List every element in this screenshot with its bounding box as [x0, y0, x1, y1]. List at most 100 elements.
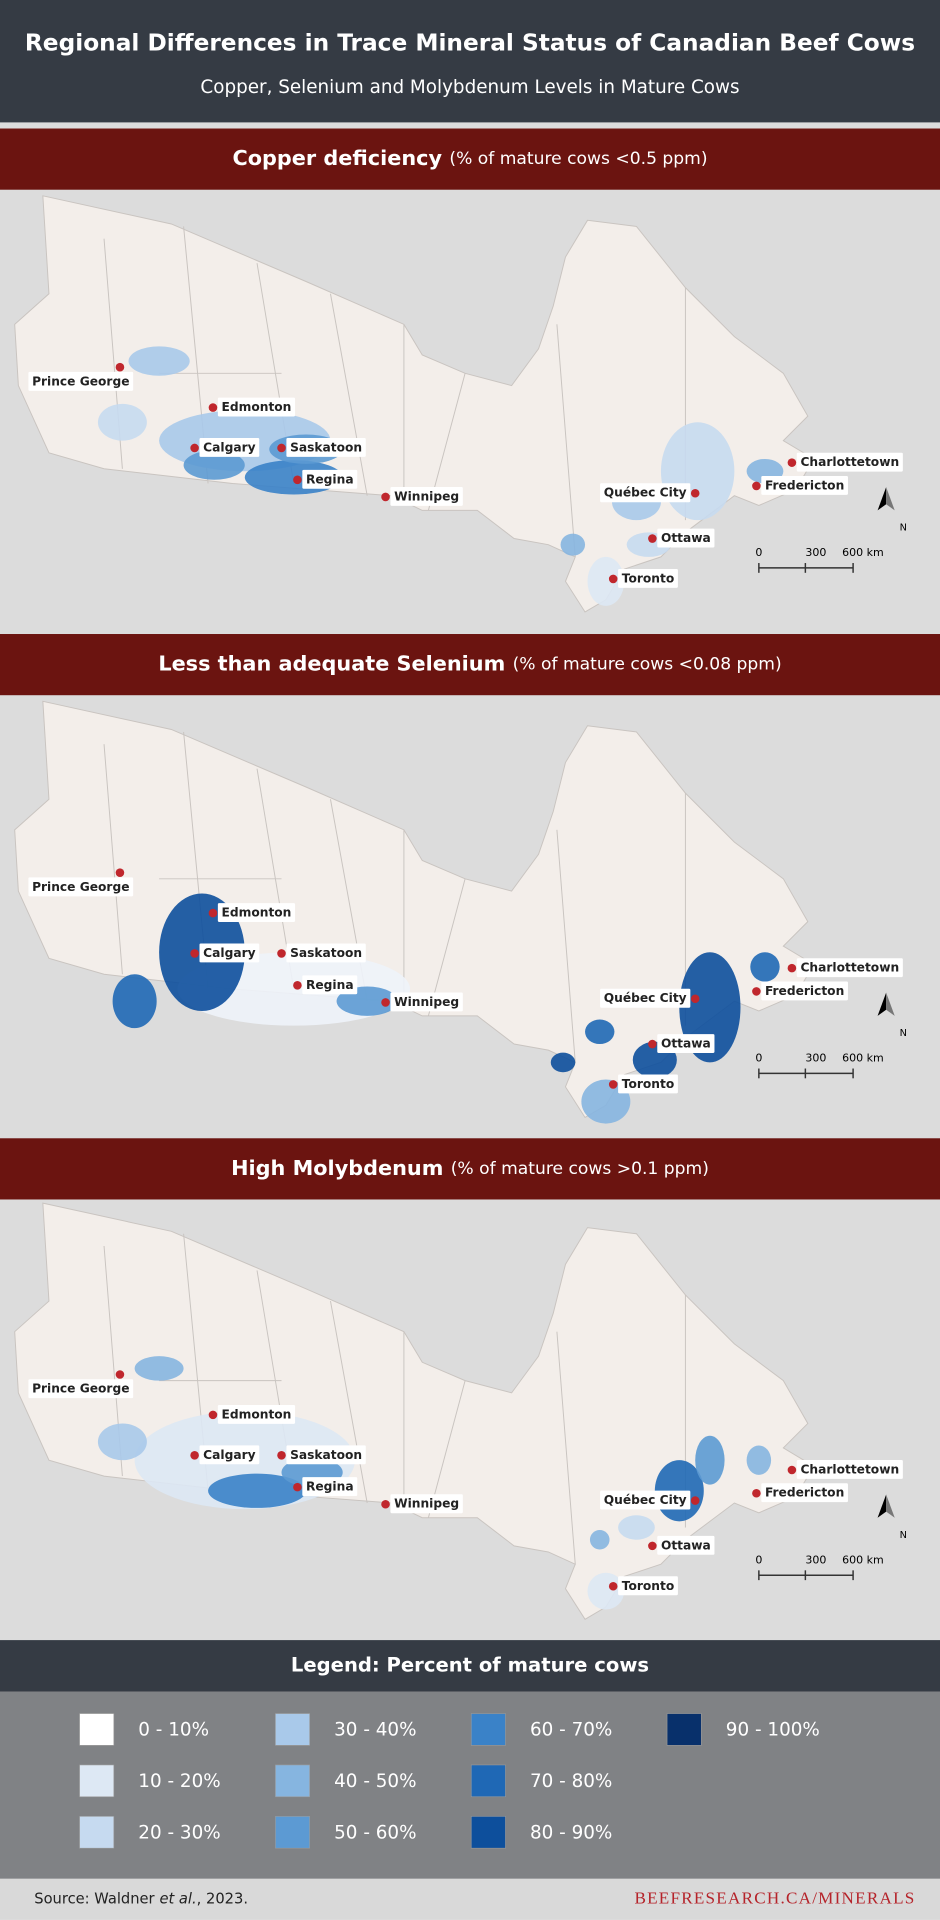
north-label: N [900, 1530, 907, 1541]
source-prefix: Source: Waldner [34, 1891, 155, 1908]
concentration-area [183, 450, 245, 480]
section-title-main: High Molybdenum [231, 1156, 443, 1180]
legend-label: 30 - 40% [334, 1720, 416, 1741]
scale-label: 300 [805, 1554, 826, 1567]
map: Prince George Edmonton Calgary Saskatoon Reg… [14, 700, 907, 1124]
north-arrow-half [886, 992, 895, 1016]
concentration-area [587, 1572, 625, 1610]
source-italic: et al. [159, 1891, 196, 1908]
north-arrow-half [886, 487, 895, 511]
city-label: Saskatoon [290, 946, 362, 960]
city-label: Winnipeg [394, 1497, 459, 1511]
city-dot [293, 981, 302, 990]
concentration-area [587, 556, 625, 606]
city-label-bg [217, 903, 296, 923]
legend-swatch [470, 1764, 506, 1798]
legend-area [0, 1691, 940, 1879]
section-title-main: Copper deficiency [232, 146, 442, 170]
concentration-area [128, 346, 190, 376]
city-label: Regina [306, 1480, 354, 1494]
city-label-bg [390, 486, 463, 506]
city-label: Regina [306, 472, 354, 486]
north-arrow [877, 992, 887, 1016]
city-label-bg [761, 981, 848, 1001]
city-label-bg [302, 1477, 358, 1497]
north-arrow [877, 1494, 887, 1518]
city-label: Saskatoon [290, 1448, 362, 1462]
city-label-bg [390, 1494, 463, 1514]
city-dot [115, 362, 125, 372]
city-dot [208, 1410, 218, 1420]
city-label-bg [28, 1379, 134, 1399]
north-arrow-half [886, 1494, 895, 1518]
scale-label: 600 km [842, 1052, 884, 1065]
city-label-bg [796, 958, 903, 978]
scale-label: 0 [755, 1052, 762, 1065]
city-label: Ottawa [661, 1037, 711, 1051]
city-label: Calgary [203, 440, 255, 454]
legend-title-bar [0, 1640, 940, 1692]
city-dot [190, 1451, 199, 1460]
legend-swatch [666, 1713, 702, 1746]
map: Prince George Edmonton Calgary Saskatoon Reg… [14, 1202, 907, 1620]
legend-label: 40 - 50% [334, 1771, 416, 1792]
legend-swatch [275, 1713, 310, 1746]
concentration-area [112, 974, 157, 1029]
city-dot [115, 1370, 125, 1379]
city-label: Calgary [203, 946, 255, 960]
legend-label: 10 - 20% [138, 1771, 220, 1792]
scale-label: 600 km [842, 546, 884, 559]
north-arrow [877, 487, 887, 511]
concentration-area [134, 1356, 184, 1381]
city-dot [690, 1496, 700, 1505]
city-label: Charlottetown [800, 1462, 899, 1476]
city-dot [190, 443, 199, 453]
city-label: Fredericton [765, 478, 844, 492]
scale-label: 0 [755, 1554, 762, 1567]
section-title: High Molybdenum (% of mature cows >0.1 pp… [231, 1156, 709, 1180]
city-dot [752, 481, 761, 491]
legend-swatch [275, 1816, 310, 1849]
north-label: N [900, 523, 907, 534]
city-label-bg [600, 988, 691, 1008]
section-bar [0, 634, 940, 696]
city-label: Ottawa [661, 1538, 711, 1552]
legend-title: Legend: Percent of mature cows [291, 1653, 649, 1676]
city-label-bg [657, 1034, 715, 1053]
concentration-area [97, 403, 147, 441]
city-label-bg [217, 397, 296, 417]
concentration-area [560, 533, 586, 556]
city-label-bg [28, 371, 134, 391]
legend-swatch [470, 1713, 506, 1746]
concentration-area [660, 422, 735, 521]
city-label-bg [600, 1490, 691, 1510]
concentration-area [589, 1529, 610, 1550]
city-dot [381, 998, 390, 1007]
city-label: Charlottetown [800, 961, 899, 975]
city-dot [208, 908, 218, 918]
city-label-bg [761, 1483, 848, 1503]
city-label: Calgary [203, 1448, 255, 1462]
city-label: Prince George [32, 374, 129, 388]
source-suffix: , 2023. [197, 1891, 248, 1908]
title: Regional Differences in Trace Mineral St… [25, 30, 915, 57]
city-dot [190, 949, 199, 958]
scale-label: 300 [805, 1052, 826, 1065]
city-label: Edmonton [222, 906, 292, 920]
legend-label: 90 - 100% [726, 1720, 820, 1741]
city-dot [752, 987, 761, 996]
city-label-bg [199, 1445, 260, 1465]
city-label-bg [286, 943, 366, 963]
legend-label: 20 - 30% [138, 1822, 220, 1843]
subtitle: Copper, Selenium and Molybdenum Levels i… [200, 77, 739, 98]
city-label: Québec City [604, 1493, 687, 1507]
legend-swatch [275, 1764, 310, 1798]
city-label: Québec City [604, 991, 687, 1005]
city-dot [608, 1581, 618, 1591]
city-label: Prince George [32, 880, 129, 894]
city-dot [690, 994, 700, 1004]
concentration-area [750, 952, 780, 982]
city-dot [608, 1080, 618, 1089]
city-label-bg [796, 452, 903, 472]
